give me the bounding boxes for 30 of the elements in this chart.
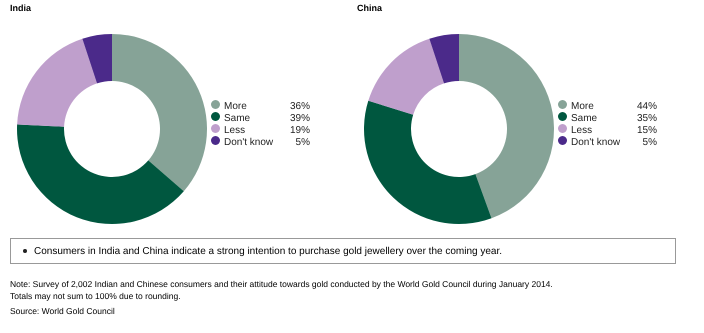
legend-label: Less	[571, 124, 594, 136]
donut-slice	[429, 34, 459, 84]
text: Consumers in India and China indicate a strong intention to purchase gold jewellery over the coming year.	[34, 246, 502, 256]
donut-slice	[82, 34, 112, 84]
legend-label: More	[224, 100, 248, 112]
donut-slice	[368, 38, 444, 115]
data-label: 35%	[636, 112, 657, 124]
text: Totals may not sum to 100% due to rounding.	[10, 290, 182, 302]
legend-label: Same	[571, 112, 598, 124]
data-label: 44%	[636, 100, 657, 112]
data-label: 5%	[642, 136, 657, 148]
data-label: 15%	[636, 124, 657, 136]
legend-label: Don't know	[571, 136, 622, 148]
source-note: Source: World Gold Council	[10, 305, 116, 317]
donut-slice	[17, 124, 184, 224]
chart-title: India	[10, 3, 32, 13]
text: Note: Survey of 2,002 Indian and Chinese consumers and their attitude towards gold conducted by the World Gold Council during January 2014.	[10, 278, 553, 290]
data-label: 5%	[294, 136, 310, 148]
data-label: 19%	[288, 124, 310, 136]
donut-slice	[112, 34, 207, 192]
donut-slice	[17, 38, 98, 127]
legend-label: Same	[224, 112, 252, 124]
donut-slice	[364, 100, 492, 224]
donut-slice	[459, 34, 554, 218]
legend-label: More	[571, 100, 595, 112]
data-label: 36%	[288, 100, 310, 112]
chart-title: China	[357, 3, 382, 13]
legend-label: Don't know	[224, 136, 274, 148]
legend-label: Less	[224, 124, 246, 136]
data-label: 39%	[288, 112, 310, 124]
